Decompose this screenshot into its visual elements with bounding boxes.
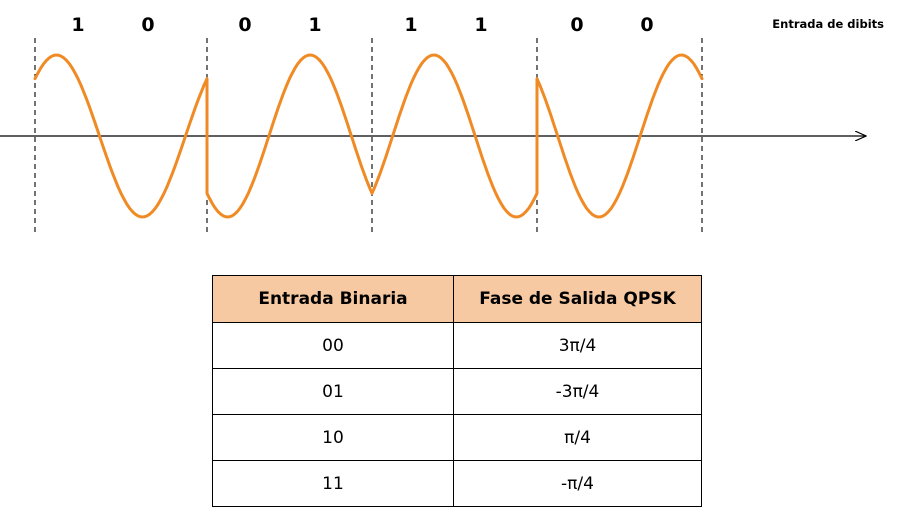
table-row: 11 -π/4 bbox=[212, 460, 702, 507]
bit-label: 0 bbox=[141, 14, 154, 36]
binary-input-cell: 01 bbox=[212, 368, 454, 415]
output-phase-cell: 3π/4 bbox=[453, 322, 702, 369]
dibit-input-caption: Entrada de dibits bbox=[772, 17, 884, 31]
table-header-row: Entrada Binaria Fase de Salida QPSK bbox=[212, 275, 702, 323]
bit-label: 0 bbox=[238, 14, 251, 36]
binary-input-cell: 00 bbox=[212, 322, 454, 369]
column-header-binary-input: Entrada Binaria bbox=[212, 275, 454, 323]
bit-label: 1 bbox=[474, 14, 487, 36]
binary-input-cell: 10 bbox=[212, 414, 454, 461]
qpsk-phase-table: Entrada Binaria Fase de Salida QPSK 00 3… bbox=[212, 275, 702, 507]
bit-label: 1 bbox=[404, 14, 417, 36]
bit-label: 1 bbox=[71, 14, 84, 36]
binary-input-cell: 11 bbox=[212, 460, 454, 507]
bit-label: 0 bbox=[570, 14, 583, 36]
qpsk-modulated-wave bbox=[33, 53, 704, 219]
output-phase-cell: π/4 bbox=[453, 414, 702, 461]
column-header-output-phase: Fase de Salida QPSK bbox=[453, 275, 702, 323]
bit-label: 1 bbox=[308, 14, 321, 36]
table-row: 01 -3π/4 bbox=[212, 368, 702, 415]
table-row: 00 3π/4 bbox=[212, 322, 702, 369]
table-row: 10 π/4 bbox=[212, 414, 702, 461]
output-phase-cell: -3π/4 bbox=[453, 368, 702, 415]
bit-label: 0 bbox=[640, 14, 653, 36]
qpsk-waveform-diagram: 1 0 0 1 1 1 0 0 Entrada de dibits bbox=[0, 14, 884, 236]
output-phase-cell: -π/4 bbox=[453, 460, 702, 507]
